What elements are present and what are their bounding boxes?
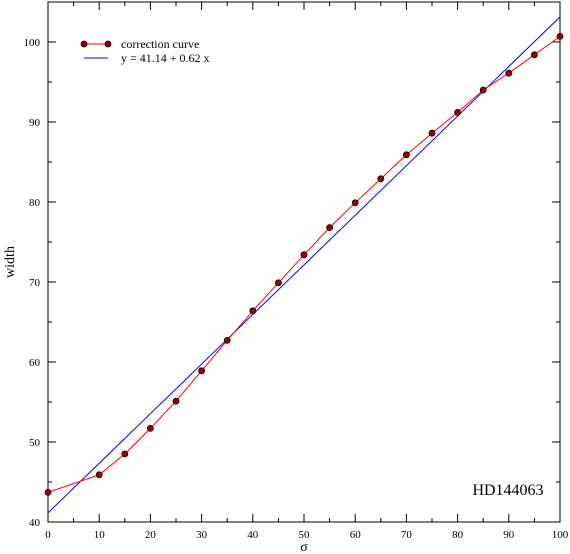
- y-tick-label: 80: [29, 197, 41, 209]
- correction-curve-point: [377, 175, 385, 183]
- x-tick-label: 30: [196, 529, 208, 541]
- x-tick-label: 0: [45, 529, 51, 541]
- y-axis: 40 50 60 70 80 90 100: [24, 1, 560, 529]
- y-tick-label: 50: [29, 437, 41, 449]
- correction-curve-point: [531, 51, 538, 59]
- x-tick-label: 20: [145, 529, 157, 541]
- x-tick-label: 70: [401, 529, 413, 541]
- plot-border: [47, 1, 561, 523]
- legend-marker-left: [80, 40, 88, 48]
- fit-line: [47, 16, 561, 514]
- correction-curve-point: [505, 69, 513, 77]
- correction-curve-point: [223, 336, 231, 344]
- correction-curve-point: [428, 129, 436, 137]
- correction-curve-line: [47, 35, 561, 493]
- x-tick-label: 100: [552, 529, 569, 541]
- correction-curve-point: [249, 307, 257, 315]
- correction-curve-point: [351, 199, 359, 207]
- legend: correction curve y = 41.14 + 0.62 x: [80, 37, 210, 65]
- y-tick-label: 40: [29, 517, 41, 529]
- x-tick-label: 60: [350, 529, 362, 541]
- correction-curve-point: [300, 251, 308, 259]
- correction-curve-point: [172, 397, 180, 405]
- x-tick-label: 80: [452, 529, 464, 541]
- correction-curve-point: [121, 450, 129, 458]
- y-axis-title: width: [3, 246, 18, 278]
- y-tick-label: 70: [29, 277, 41, 289]
- x-tick-label: 10: [94, 529, 106, 541]
- correction-curve-point: [44, 488, 52, 496]
- plot-frame: [47, 1, 561, 523]
- x-axis-title: σ: [300, 540, 308, 554]
- x-tick-label: 40: [247, 529, 259, 541]
- series-layer: [44, 16, 564, 514]
- x-tick-label: 50: [299, 529, 311, 541]
- star-annotation: HD144063: [472, 482, 543, 499]
- correction-curve-point: [479, 86, 487, 94]
- correction-curve-point: [454, 109, 462, 116]
- legend-marker-right: [104, 40, 112, 48]
- correction-curve-point: [95, 471, 103, 479]
- correction-curve-point: [198, 367, 206, 375]
- x-tick-label: 90: [503, 529, 515, 541]
- correction-curve-point: [146, 424, 154, 432]
- correction-curve-point: [556, 33, 564, 40]
- correction-curve-point: [326, 224, 334, 232]
- correction-curve-point: [274, 279, 282, 287]
- legend-label-correction-curve: correction curve: [121, 37, 199, 51]
- x-axis: 0 10 20 30 40 50 60 70 80 90 100: [45, 2, 569, 541]
- y-tick-label: 100: [24, 37, 41, 49]
- legend-label-fit-line: y = 41.14 + 0.62 x: [121, 51, 210, 65]
- y-tick-label: 60: [29, 357, 41, 369]
- y-tick-label: 90: [29, 117, 41, 129]
- correction-curve-point: [402, 151, 410, 159]
